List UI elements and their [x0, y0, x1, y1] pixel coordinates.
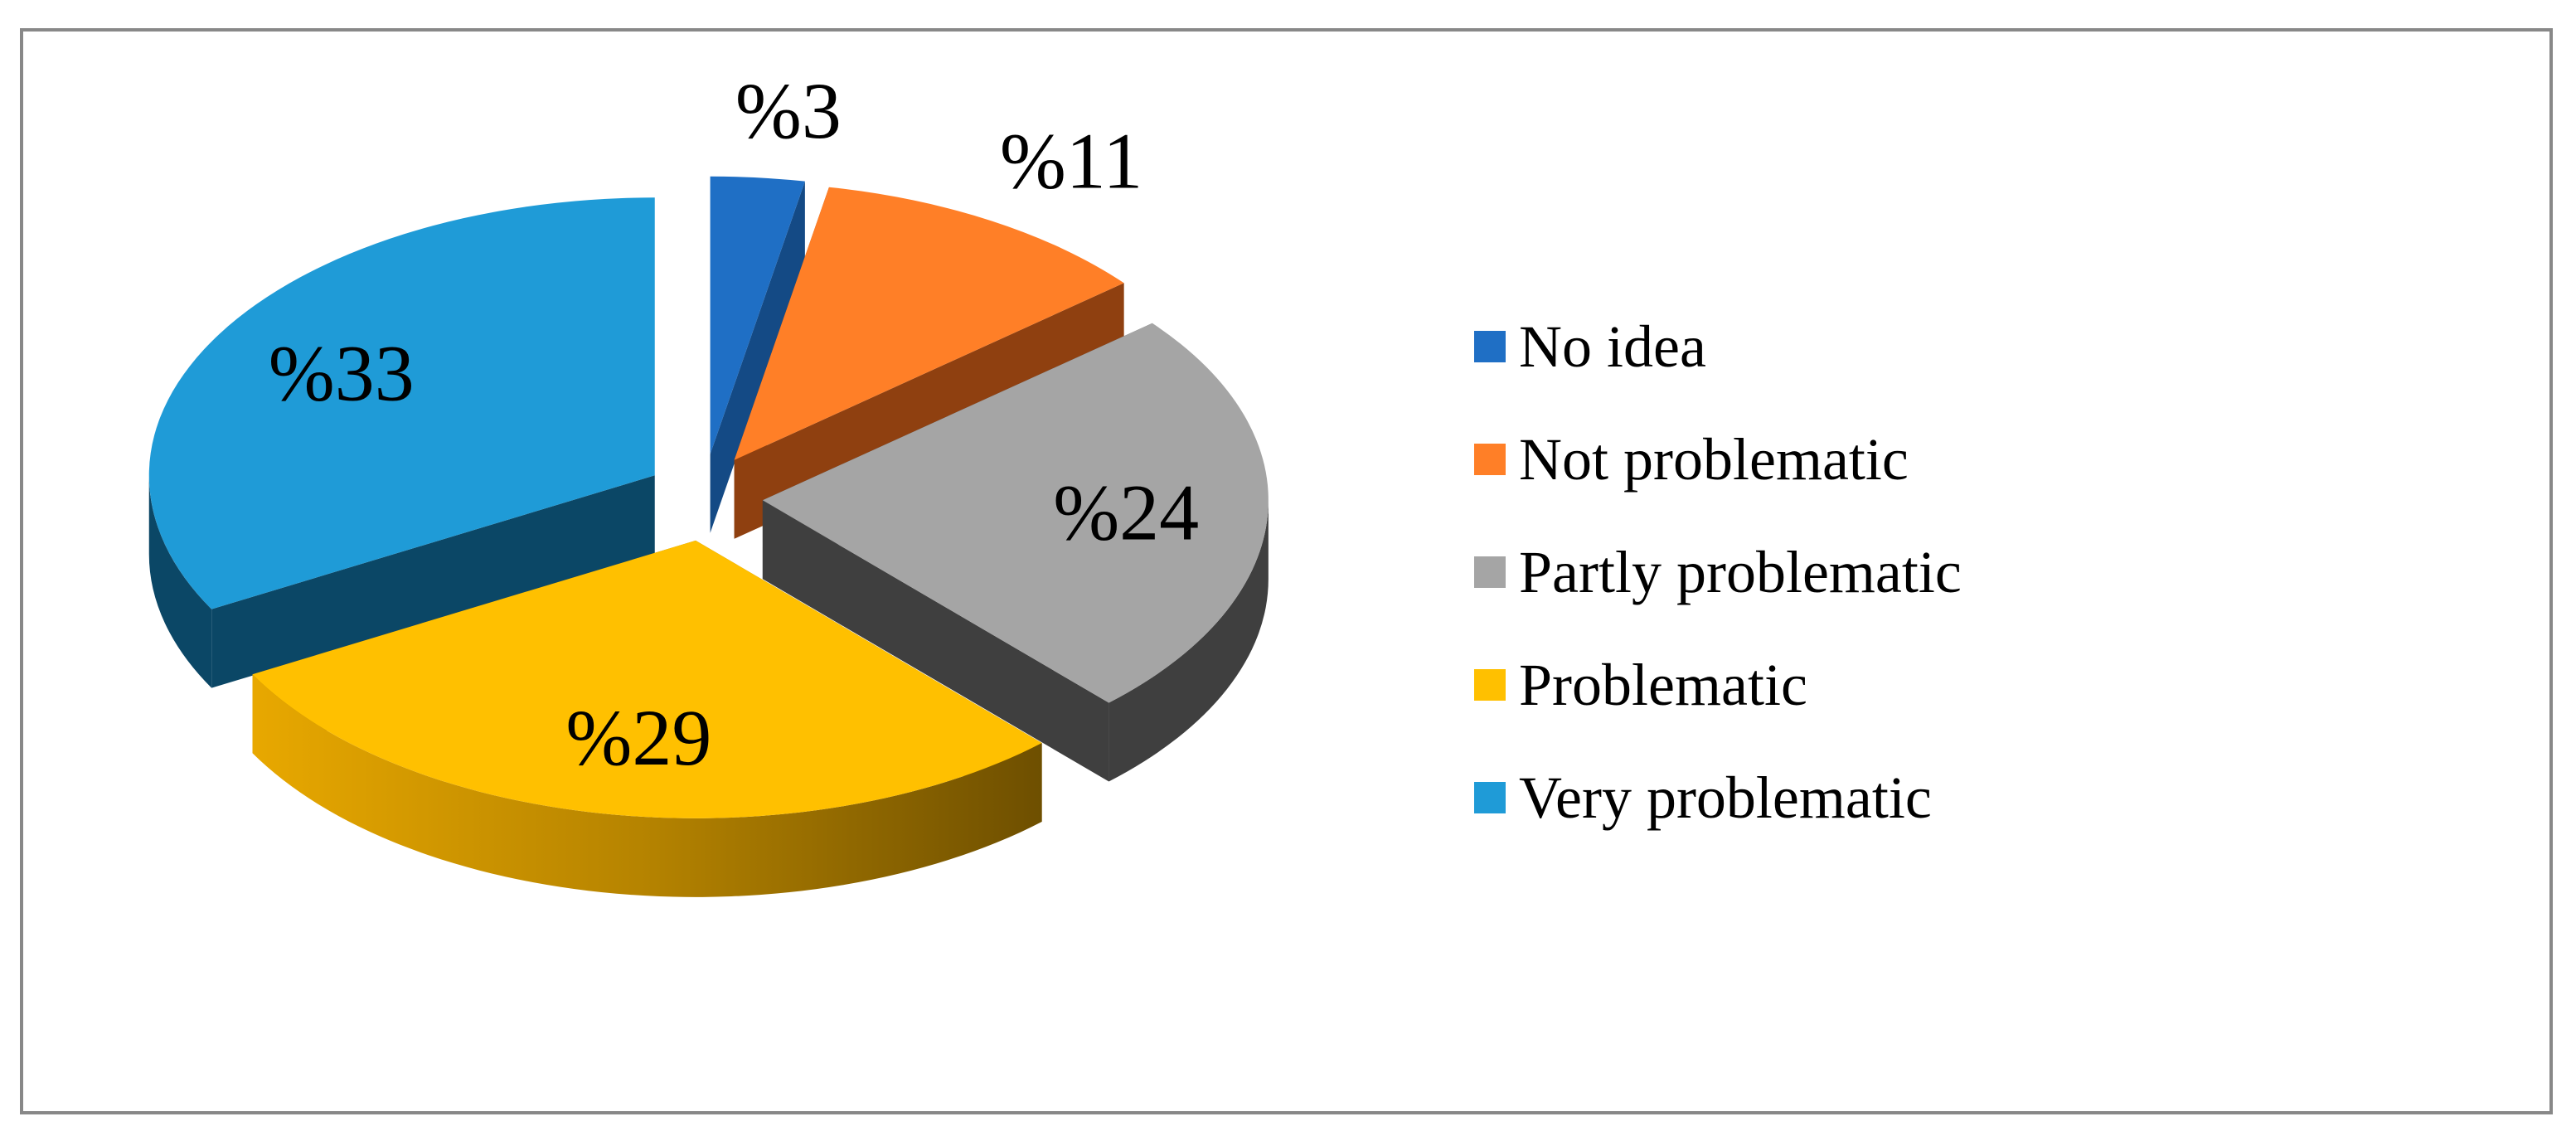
legend-label-not-problematic: Not problematic	[1519, 425, 1909, 493]
legend-item-not-problematic: Not problematic	[1474, 403, 1962, 516]
legend-item-very-problematic: Very problematic	[1474, 741, 1962, 854]
legend-swatch-problematic	[1474, 669, 1506, 701]
legend: No idea Not problematic Partly problemat…	[1474, 290, 1962, 854]
legend-label-no-idea: No idea	[1519, 313, 1706, 380]
slice-partly-problematic-side	[1109, 500, 1269, 782]
legend-swatch-very-problematic	[1474, 782, 1506, 813]
slice-problematic-side	[252, 674, 1042, 897]
legend-swatch-not-problematic	[1474, 444, 1506, 475]
legend-label-very-problematic: Very problematic	[1519, 764, 1932, 831]
legend-label-partly-problematic: Partly problematic	[1519, 538, 1962, 605]
slice-problematic	[252, 540, 1042, 818]
slice-not-problematic	[734, 187, 1124, 460]
slice-very-problematic	[148, 197, 655, 609]
slice-very-problematic-side	[148, 475, 212, 688]
data-label-not-problematic: %11	[1000, 117, 1142, 206]
slice-partly-problematic	[762, 323, 1269, 703]
slice-no-idea	[710, 176, 805, 454]
legend-swatch-no-idea	[1474, 331, 1506, 362]
data-label-problematic: %29	[565, 693, 711, 782]
slice-partly-problematic-cut-face-1	[762, 500, 1109, 782]
slice-no-idea-cut-face-1	[710, 181, 805, 533]
data-label-no-idea: %3	[735, 66, 842, 155]
legend-item-problematic: Problematic	[1474, 629, 1962, 741]
legend-label-problematic: Problematic	[1519, 651, 1807, 718]
legend-item-partly-problematic: Partly problematic	[1474, 516, 1962, 629]
slice-very-problematic-cut-face-0	[211, 475, 655, 688]
data-label-partly-problematic: %24	[1053, 468, 1199, 556]
legend-item-no-idea: No idea	[1474, 290, 1962, 403]
data-label-very-problematic: %33	[269, 328, 415, 417]
legend-swatch-partly-problematic	[1474, 556, 1506, 588]
